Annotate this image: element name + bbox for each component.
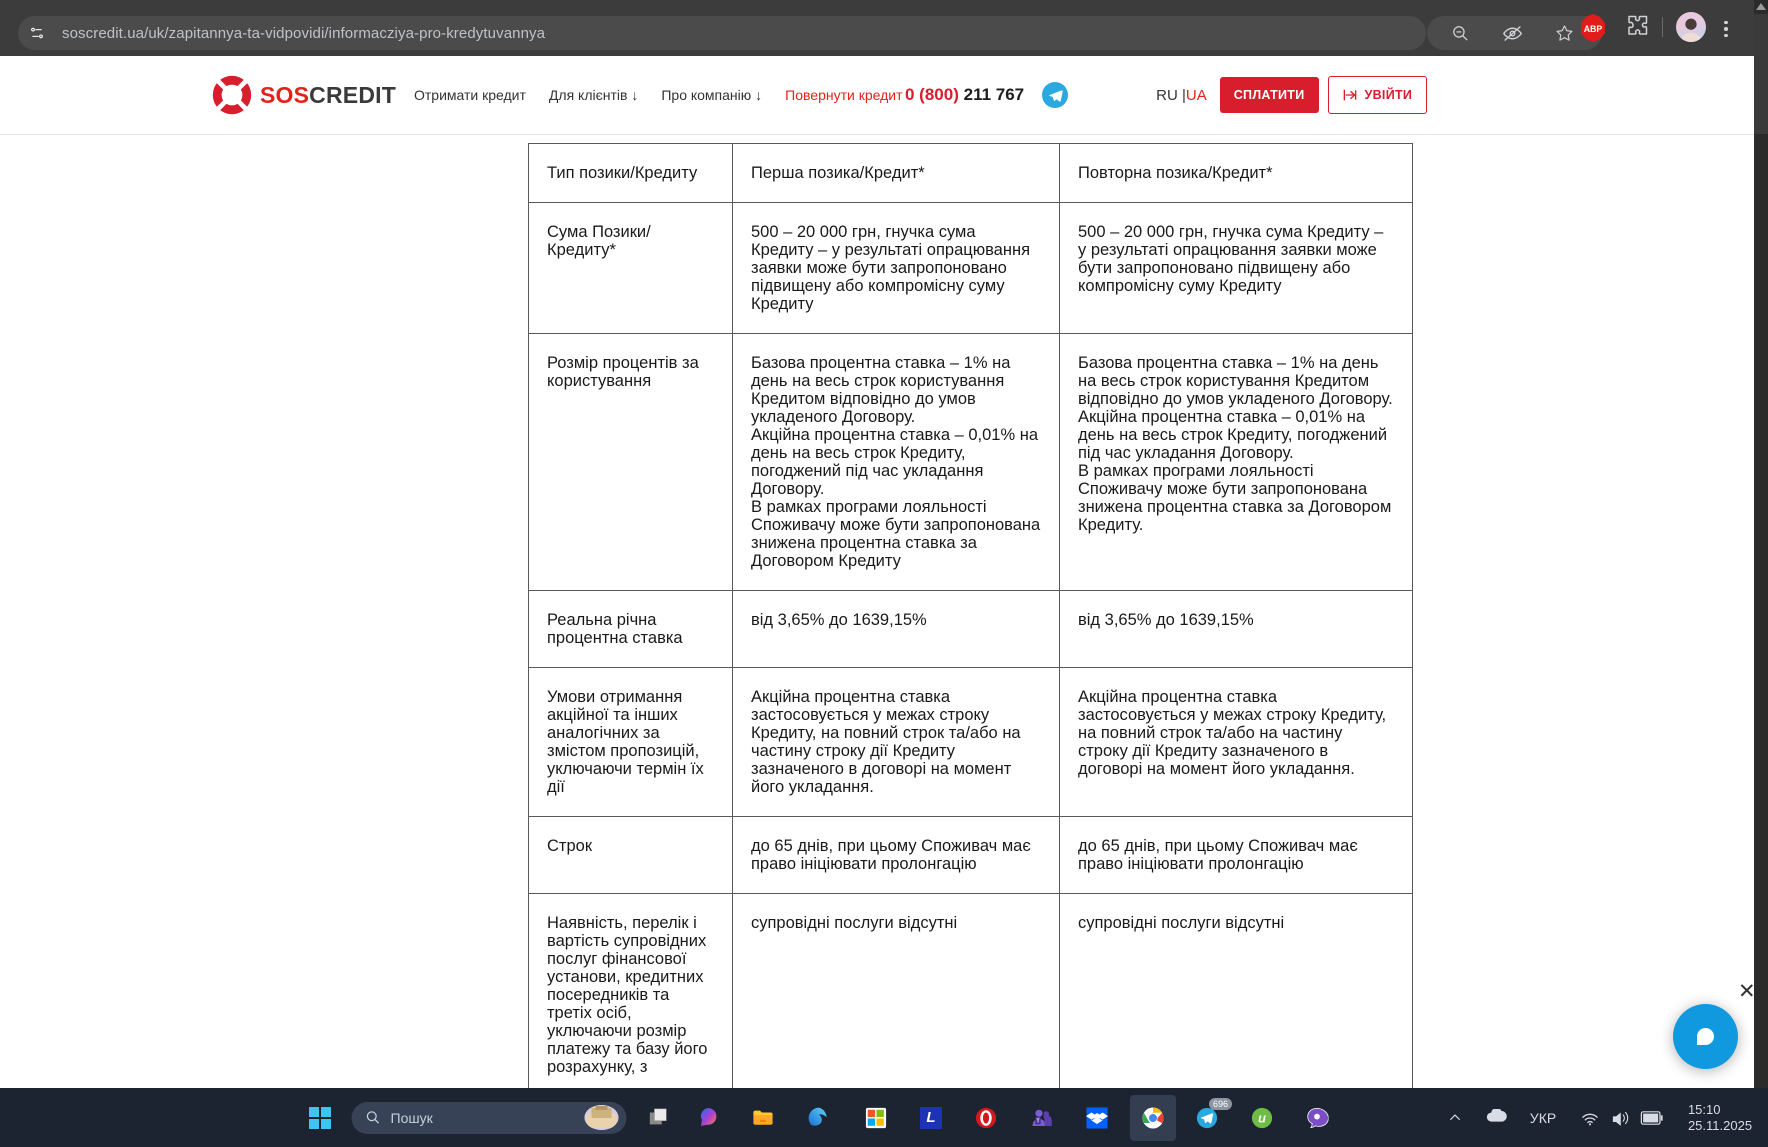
svg-text:T: T (1036, 1118, 1039, 1124)
svg-text:ABP: ABP (1584, 24, 1603, 34)
svg-text:u: u (1258, 1110, 1266, 1125)
